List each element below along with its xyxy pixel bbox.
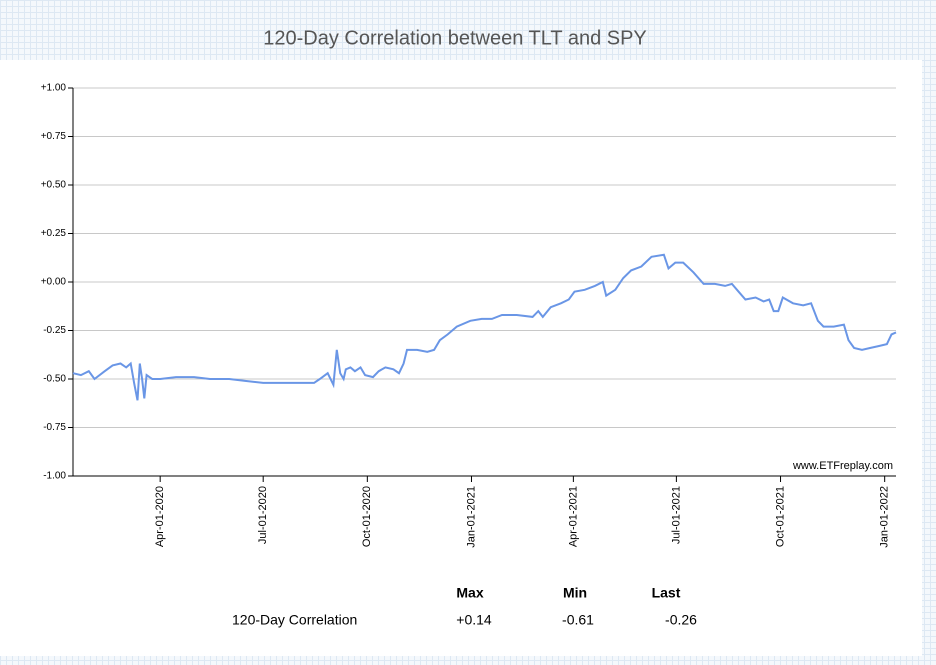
x-tick-label: Oct-01-2020 (361, 486, 373, 547)
stat-header: Min (563, 585, 587, 601)
watermark: www.ETFreplay.com (792, 460, 893, 472)
stat-header: Last (652, 585, 681, 601)
y-tick-label: +1.00 (41, 83, 67, 94)
y-tick-label: +0.50 (41, 180, 67, 191)
x-tick-label: Oct-01-2021 (774, 486, 786, 547)
stat-value: -0.26 (665, 612, 697, 628)
y-tick-label: -1.00 (43, 471, 66, 482)
y-tick-label: -0.50 (43, 374, 66, 385)
chart-background (0, 60, 922, 656)
y-tick-label: +0.00 (41, 277, 67, 288)
chart-title: 120-Day Correlation between TLT and SPY (263, 27, 647, 49)
x-tick-label: Jan-01-2022 (879, 486, 891, 548)
x-tick-label: Jul-01-2021 (670, 486, 682, 544)
x-tick-label: Jul-01-2020 (257, 486, 269, 544)
data-line (72, 253, 897, 401)
y-tick-label: +0.25 (41, 228, 67, 239)
y-tick-label: +0.75 (41, 131, 67, 142)
stat-value: -0.61 (562, 612, 594, 628)
stat-header: Max (456, 585, 483, 601)
y-tick-label: -0.75 (43, 422, 66, 433)
stat-value: +0.14 (456, 612, 492, 628)
x-tick-label: Apr-01-2021 (567, 486, 579, 547)
x-tick-label: Jan-01-2021 (465, 486, 477, 548)
y-tick-label: -0.25 (43, 325, 66, 336)
x-tick-label: Apr-01-2020 (154, 486, 166, 547)
stat-row-label: 120-Day Correlation (232, 612, 357, 628)
